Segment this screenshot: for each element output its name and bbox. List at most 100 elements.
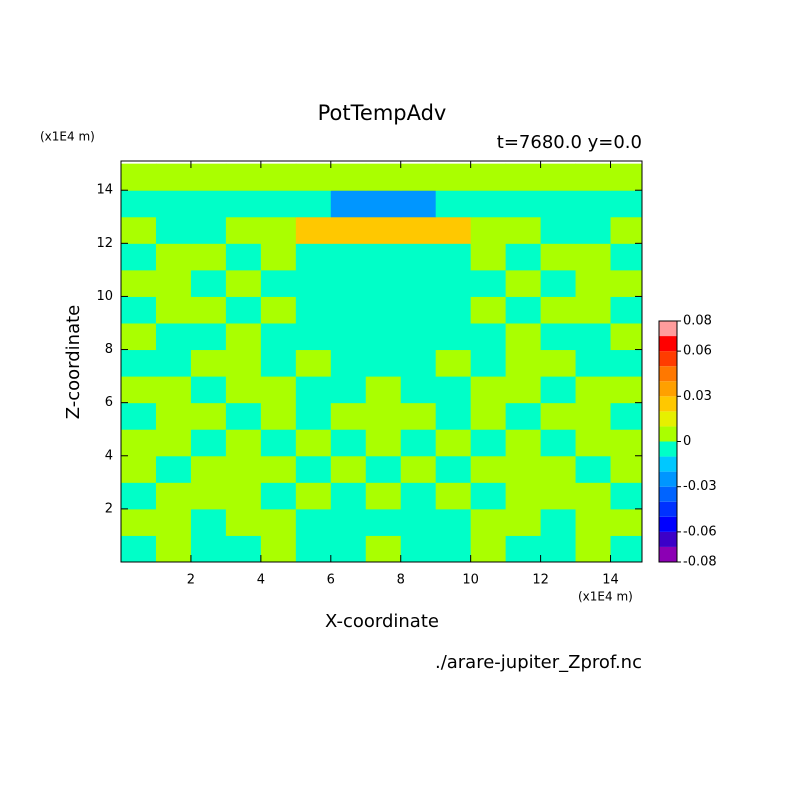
contour-cell [365, 402, 402, 430]
contour-cell [610, 269, 643, 297]
contour-cell [295, 163, 332, 191]
contour-cell [400, 190, 437, 218]
contour-cell [155, 296, 192, 324]
contour-cell [540, 376, 577, 404]
contour-cell [575, 402, 612, 430]
contour-cell [575, 163, 612, 191]
contour-cell [470, 455, 507, 483]
contour-cell [295, 455, 332, 483]
contour-cell [470, 269, 507, 297]
contour-cell [610, 535, 643, 563]
contour-cell [121, 269, 157, 297]
contour-cell [190, 429, 227, 457]
contour-cell [540, 296, 577, 324]
contour-cell [435, 216, 472, 244]
contour-cell [225, 322, 262, 351]
contour-cell [295, 482, 332, 510]
contour-cell [190, 269, 227, 297]
contour-cell [400, 349, 437, 377]
contour-cell [365, 296, 402, 324]
contour-cell [260, 535, 297, 563]
contour-cell [400, 322, 437, 351]
contour-cell [365, 429, 402, 457]
contour-cell [155, 243, 192, 271]
contour-cell [365, 482, 402, 510]
contour-cell [365, 376, 402, 404]
contour-cell [540, 349, 577, 377]
contour-cell [400, 508, 437, 536]
contour-cell [190, 402, 227, 430]
contour-cell [330, 322, 367, 351]
x-tick-label: 4 [257, 573, 265, 588]
contour-cell [435, 402, 472, 430]
colorbar-tick-label: -0.06 [683, 524, 717, 539]
colorbar-band [659, 546, 677, 562]
contour-cell [575, 296, 612, 324]
contour-cell [260, 429, 297, 457]
contour-cell [330, 296, 367, 324]
contour-cell [330, 376, 367, 404]
contour-cell [330, 482, 367, 510]
contour-cell [470, 429, 507, 457]
contour-cell [121, 508, 157, 536]
contour-cell [610, 349, 643, 377]
contour-cell [330, 190, 367, 218]
contour-cell [505, 455, 542, 483]
x-tick-label: 10 [462, 573, 479, 588]
contour-cell [435, 429, 472, 457]
contour-cell [400, 455, 437, 483]
contour-cell [400, 163, 437, 191]
contour-cell [575, 190, 612, 218]
contour-cell [505, 535, 542, 563]
y-axis-label: Z-coordinate [63, 305, 84, 420]
contour-cell [155, 482, 192, 510]
contour-cell [575, 243, 612, 271]
contour-cell [575, 322, 612, 351]
contour-cell [400, 402, 437, 430]
x-tick-label: 6 [327, 573, 335, 588]
contour-cell [155, 163, 192, 191]
contour-cell [330, 243, 367, 271]
contour-cell [400, 535, 437, 563]
contour-cell [155, 216, 192, 244]
contour-cell [435, 243, 472, 271]
contour-cell [610, 296, 643, 324]
contour-cell [295, 376, 332, 404]
contour-cell [225, 376, 262, 404]
contour-cell [225, 163, 262, 191]
contour-cell [225, 296, 262, 324]
colorbar-tick-label: 0 [683, 434, 691, 449]
colorbar-band [659, 351, 677, 367]
contour-cell [540, 163, 577, 191]
contour-cell [505, 296, 542, 324]
contour-cell [295, 269, 332, 297]
contour-cell [470, 190, 507, 218]
contour-cell [610, 455, 643, 483]
contour-cell [470, 296, 507, 324]
contour-cell [365, 269, 402, 297]
contour-cell [610, 402, 643, 430]
contour-cell [435, 190, 472, 218]
x-tick-label: 14 [602, 573, 619, 588]
x-unit: (x1E4 m) [578, 590, 633, 604]
contour-cell [190, 296, 227, 324]
contour-cell [575, 482, 612, 510]
contour-cell [295, 535, 332, 563]
contour-cell [435, 482, 472, 510]
contour-cell [470, 508, 507, 536]
contour-cell [225, 243, 262, 271]
plot-frame [120, 160, 643, 563]
contour-cell [295, 190, 332, 218]
contour-cell [260, 216, 297, 244]
contour-cell [225, 429, 262, 457]
axes: 2 4 6 8 10 12 14 2 4 6 8 10 12 14 -0.08 -0.06 -0.03 0 0.03… [96, 160, 717, 588]
contour-cell [610, 482, 643, 510]
colorbar-tick-label: -0.03 [683, 479, 717, 494]
contour-cell [190, 508, 227, 536]
contour-cell [260, 322, 297, 351]
contour-cell [121, 402, 157, 430]
contour-cell [121, 455, 157, 483]
contour-cell [155, 349, 192, 377]
contour-cell [505, 322, 542, 351]
contour-cell [540, 243, 577, 271]
